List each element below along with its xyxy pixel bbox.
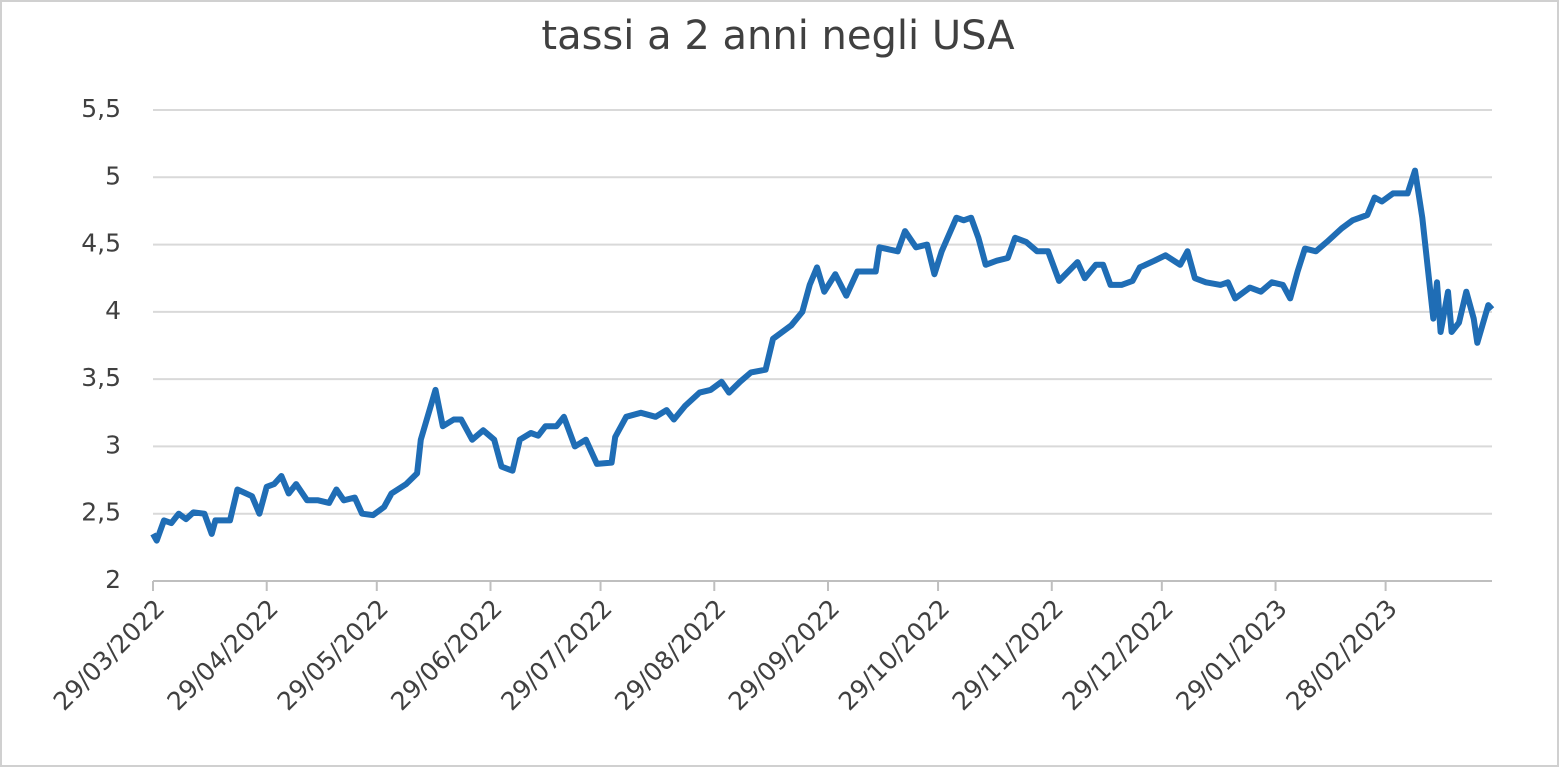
y-tick-label: 4,5 [81, 229, 121, 258]
line-series [150, 167, 1495, 544]
y-tick-label: 3,5 [81, 363, 121, 392]
y-tick-label: 4 [105, 296, 121, 325]
y-tick-label: 2 [105, 565, 121, 594]
y-tick-label: 2,5 [81, 498, 121, 527]
y-tick-label: 3 [105, 430, 121, 459]
chart-title: tassi a 2 anni negli USA [541, 13, 1015, 59]
y-tick-label: 5 [105, 161, 121, 190]
y-tick-label: 5,5 [81, 94, 121, 123]
